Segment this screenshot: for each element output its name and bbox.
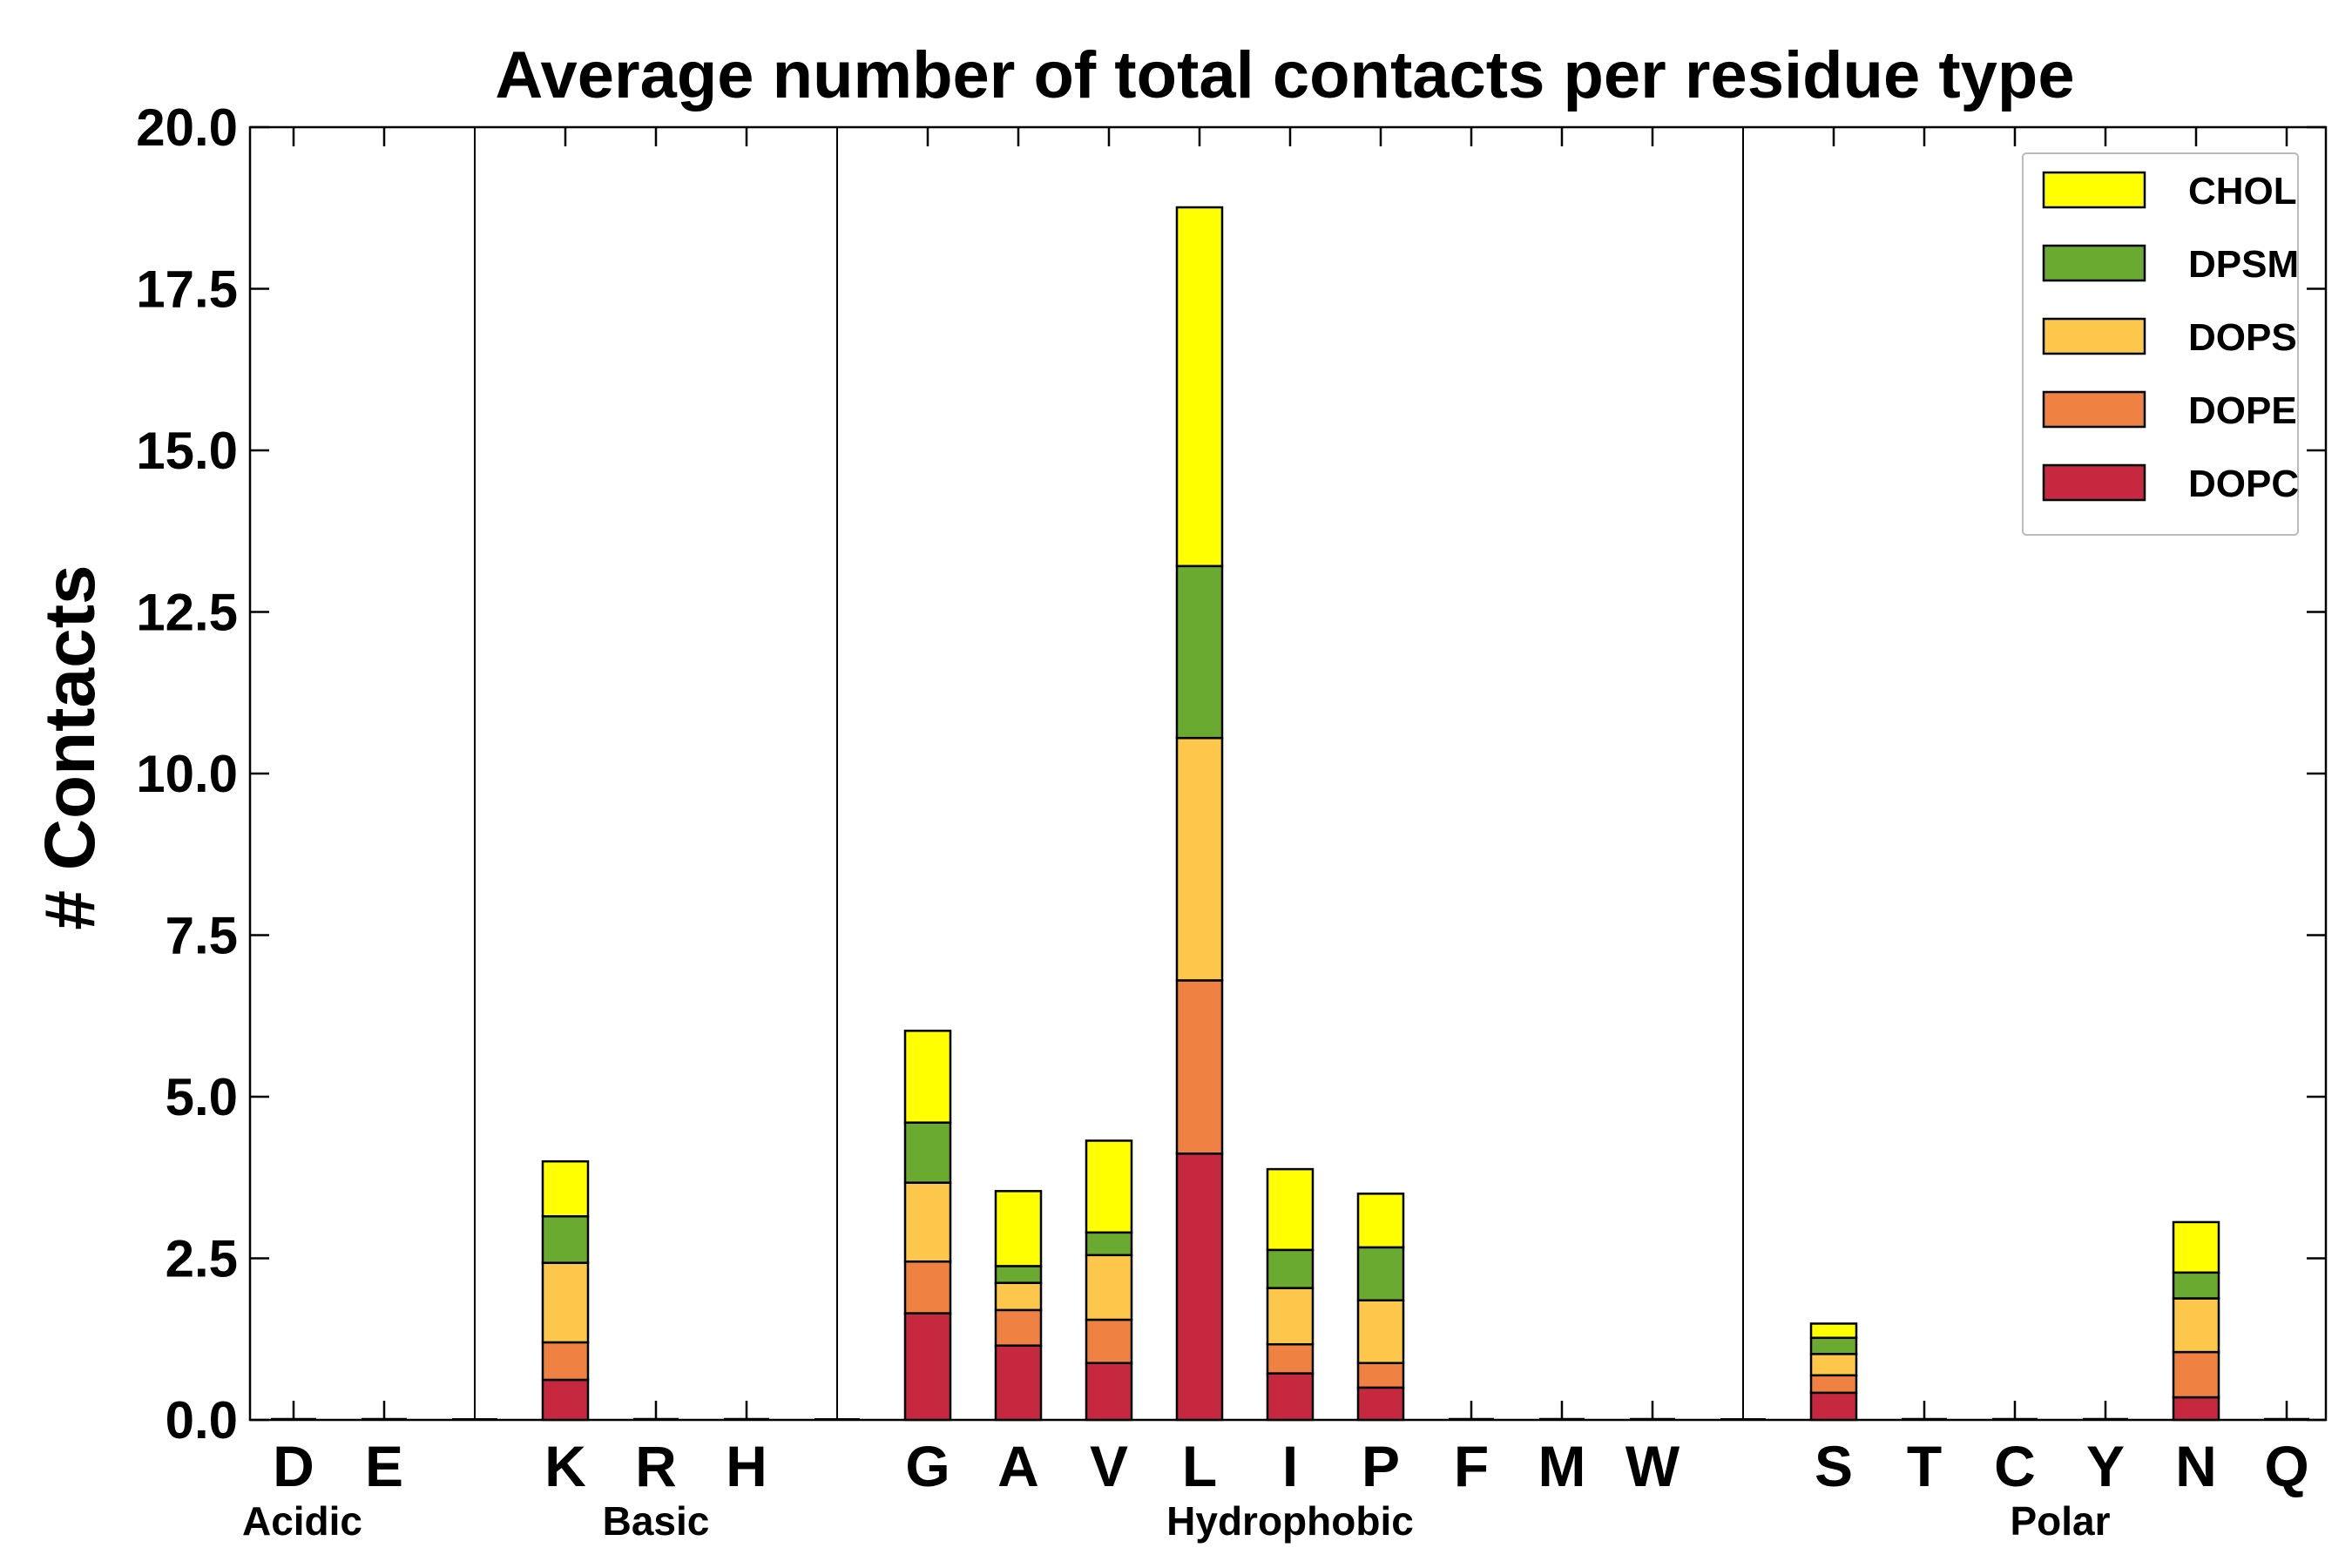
group-label: Hydrophobic (1166, 1498, 1414, 1544)
y-tick-label: 12.5 (136, 584, 238, 642)
legend-label-CHOL: CHOL (2188, 170, 2297, 213)
group-label: Acidic (242, 1498, 362, 1544)
legend-swatch-DOPS (2042, 317, 2146, 355)
x-tick-label: H (726, 1434, 767, 1498)
x-tick-label: A (997, 1434, 1039, 1498)
bar-segment-S-DOPS (1809, 1353, 1858, 1377)
bar-segment-S-CHOL (1809, 1322, 1858, 1340)
legend-swatch-DOPE (2042, 390, 2146, 429)
y-tick-label: 2.5 (166, 1230, 238, 1288)
x-tick-label: Q (2264, 1434, 2308, 1498)
bar-segment-G-DOPS (903, 1181, 952, 1263)
bar-segment-P-DPSM (1356, 1246, 1405, 1301)
x-tick-label: N (2175, 1434, 2217, 1498)
bar-segment-A-DOPS (994, 1281, 1043, 1312)
bar-segment-G-DOPE (903, 1260, 952, 1315)
bar-segment-I-DPSM (1266, 1248, 1315, 1289)
x-tick-label: C (1994, 1434, 2036, 1498)
bar-segment-A-DPSM (994, 1265, 1043, 1284)
bar-segment-S-DOPC (1809, 1391, 1858, 1422)
bar-segment-V-DOPE (1085, 1318, 1133, 1364)
bar-segment-N-CHOL (2172, 1220, 2220, 1274)
bar-segment-P-DOPE (1356, 1362, 1405, 1389)
bar-segment-S-DOPE (1809, 1374, 1858, 1395)
x-tick-label: R (635, 1434, 677, 1498)
x-tick-label: W (1625, 1434, 1680, 1498)
bar-segment-I-DOPC (1266, 1372, 1315, 1422)
x-tick-label: G (905, 1434, 950, 1498)
bar-segment-A-CHOL (994, 1190, 1043, 1267)
bar-segment-V-CHOL (1085, 1139, 1133, 1234)
x-tick-label: I (1282, 1434, 1298, 1498)
bar-segment-A-DOPC (994, 1344, 1043, 1422)
bar-segment-L-DOPE (1175, 979, 1224, 1155)
bar-segment-N-DOPS (2172, 1297, 2220, 1354)
y-axis-label: # Contacts (30, 564, 110, 929)
bar-segment-K-CHOL (541, 1159, 590, 1218)
legend-label-DPSM: DPSM (2188, 243, 2299, 286)
legend: CHOL DPSM DOPS DOPE DOPC (2022, 152, 2299, 536)
legend-swatch-DPSM (2042, 244, 2146, 282)
legend-swatch-DOPC (2042, 463, 2146, 502)
legend-label-DOPC: DOPC (2188, 463, 2299, 505)
chart-title: Average number of total contacts per res… (495, 38, 2074, 112)
legend-label-DOPE: DOPE (2188, 389, 2297, 432)
y-tick-label: 0.0 (166, 1391, 238, 1450)
bar-segment-S-DPSM (1809, 1336, 1858, 1355)
y-tick-label: 7.5 (166, 907, 238, 965)
bar-segment-V-DOPC (1085, 1362, 1133, 1422)
bar-segment-G-DOPC (903, 1312, 952, 1422)
y-tick-label: 20.0 (136, 98, 238, 157)
x-tick-label: S (1815, 1434, 1853, 1498)
bar-segment-L-DPSM (1175, 564, 1224, 740)
bar-segment-I-CHOL (1266, 1167, 1315, 1252)
x-tick-label: Y (2086, 1434, 2125, 1498)
y-tick-label: 5.0 (166, 1068, 238, 1126)
bar-segment-K-DOPE (541, 1341, 590, 1382)
x-tick-label: M (1538, 1434, 1586, 1498)
bar-segment-K-DOPS (541, 1261, 590, 1344)
x-tick-label: P (1362, 1434, 1400, 1498)
bar-segment-P-DOPS (1356, 1299, 1405, 1364)
bar-segment-K-DOPC (541, 1378, 590, 1422)
legend-label-DOPS: DOPS (2188, 316, 2297, 359)
bar-segment-V-DPSM (1085, 1231, 1133, 1257)
x-tick-label: K (544, 1434, 586, 1498)
bar-segment-L-CHOL (1175, 206, 1224, 568)
group-label: Basic (603, 1498, 710, 1544)
bar-segment-N-DOPE (2172, 1350, 2220, 1399)
y-tick-label: 10.0 (136, 745, 238, 803)
x-tick-label: E (365, 1434, 403, 1498)
bar-segment-A-DOPE (994, 1308, 1043, 1347)
bar-segment-V-DOPS (1085, 1254, 1133, 1321)
x-tick-label: T (1907, 1434, 1942, 1498)
bar-segment-I-DOPE (1266, 1342, 1315, 1375)
bar-segment-L-DOPC (1175, 1152, 1224, 1422)
y-tick-label: 17.5 (136, 260, 238, 319)
x-tick-label: D (273, 1434, 314, 1498)
x-tick-label: L (1182, 1434, 1217, 1498)
bar-segment-I-DOPS (1266, 1287, 1315, 1346)
y-tick-label: 15.0 (136, 422, 238, 480)
bar-segment-K-DPSM (541, 1215, 590, 1264)
bar-segment-G-CHOL (903, 1030, 952, 1124)
group-label: Polar (2010, 1498, 2110, 1544)
bar-segment-P-CHOL (1356, 1193, 1405, 1249)
bar-segment-G-DPSM (903, 1121, 952, 1184)
bar-segment-N-DPSM (2172, 1271, 2220, 1300)
x-tick-label: F (1454, 1434, 1489, 1498)
x-tick-label: V (1090, 1434, 1128, 1498)
bar-segment-L-DOPS (1175, 736, 1224, 982)
bar-segment-P-DOPC (1356, 1386, 1405, 1422)
plot-area: 0.0 2.5 5.0 7.5 10.0 12.5 15.0 17.5 20.0 D E K R H G A V… (136, 98, 2328, 1544)
legend-swatch-CHOL (2042, 171, 2146, 209)
bar-segment-N-DOPC (2172, 1396, 2220, 1422)
